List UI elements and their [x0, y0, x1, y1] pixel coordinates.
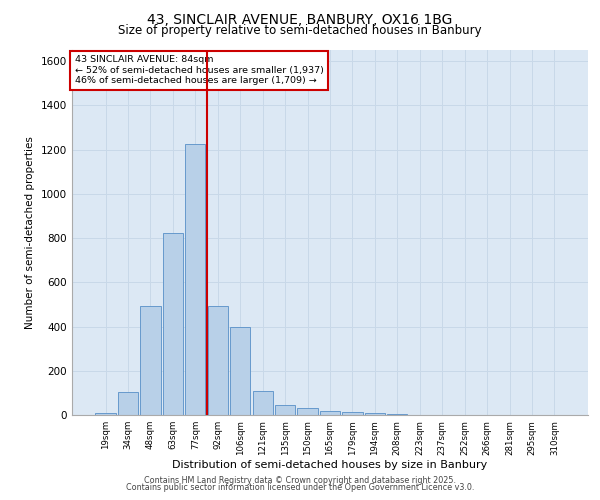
Bar: [298, 408, 317, 415]
Bar: [320, 410, 340, 415]
Text: 43, SINCLAIR AVENUE, BANBURY, OX16 1BG: 43, SINCLAIR AVENUE, BANBURY, OX16 1BG: [148, 12, 452, 26]
Bar: [95, 413, 116, 415]
Text: Contains public sector information licensed under the Open Government Licence v3: Contains public sector information licen…: [126, 484, 474, 492]
Text: Size of property relative to semi-detached houses in Banbury: Size of property relative to semi-detach…: [118, 24, 482, 37]
Bar: [343, 412, 362, 415]
Bar: [275, 404, 295, 415]
Y-axis label: Number of semi-detached properties: Number of semi-detached properties: [25, 136, 35, 329]
Bar: [163, 232, 183, 415]
Bar: [230, 326, 250, 415]
Bar: [118, 392, 138, 415]
Text: 43 SINCLAIR AVENUE: 84sqm
← 52% of semi-detached houses are smaller (1,937)
46% : 43 SINCLAIR AVENUE: 84sqm ← 52% of semi-…: [74, 56, 323, 86]
Bar: [140, 306, 161, 415]
Bar: [253, 390, 273, 415]
Bar: [365, 413, 385, 415]
Text: Contains HM Land Registry data © Crown copyright and database right 2025.: Contains HM Land Registry data © Crown c…: [144, 476, 456, 485]
Bar: [387, 414, 407, 415]
X-axis label: Distribution of semi-detached houses by size in Banbury: Distribution of semi-detached houses by …: [172, 460, 488, 470]
Bar: [208, 306, 228, 415]
Bar: [185, 144, 205, 415]
